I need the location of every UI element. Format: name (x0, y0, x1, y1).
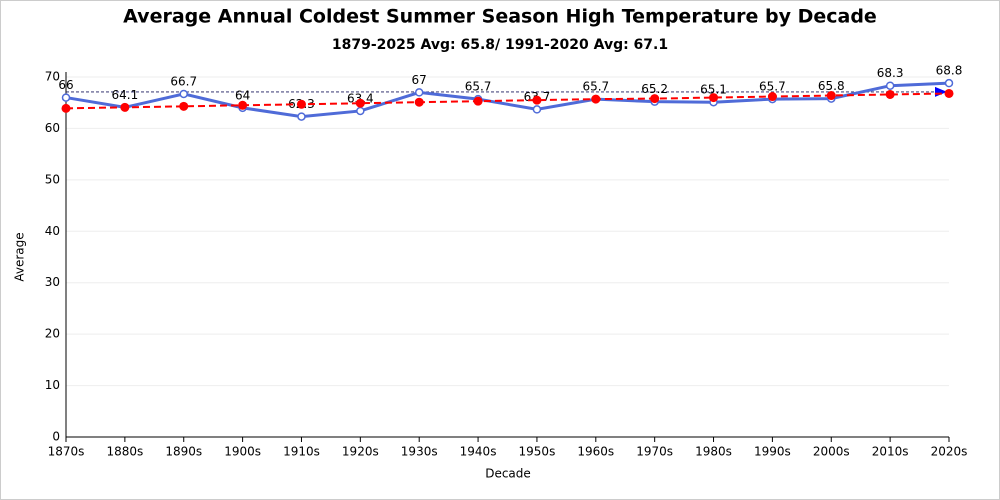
y-tick-label: 20 (45, 327, 60, 341)
marker (120, 102, 130, 112)
data-label: 65.7 (759, 80, 786, 94)
x-tick-label: 1960s (577, 445, 614, 459)
x-axis-label: Decade (485, 467, 531, 481)
x-tick-label: 1870s (48, 445, 85, 459)
marker (297, 112, 306, 121)
x-tick-label: 1910s (283, 445, 320, 459)
marker (944, 78, 954, 88)
x-tick-label: 1950s (519, 445, 556, 459)
marker (414, 97, 424, 107)
marker (885, 89, 895, 99)
data-label: 64 (235, 88, 250, 102)
x-tick-label: 1900s (224, 445, 261, 459)
marker (61, 93, 71, 102)
marker (532, 105, 542, 114)
x-tick-label: 1880s (106, 445, 143, 459)
marker (826, 91, 836, 101)
x-tick-label: 1990s (754, 445, 791, 459)
x-tick-label: 1920s (342, 445, 379, 459)
y-tick-label: 10 (45, 378, 60, 392)
data-label: 66.7 (170, 74, 197, 88)
x-tick-label: 2010s (872, 445, 909, 459)
data-line (65, 81, 950, 119)
y-tick-label: 50 (45, 172, 60, 186)
y-axis-label: Average (13, 232, 27, 281)
x-tick-label: 2000s (813, 445, 850, 459)
data-label: 66 (58, 78, 73, 92)
data-label: 65.8 (818, 79, 845, 93)
data-label: 68.3 (877, 66, 904, 80)
marker (532, 95, 542, 105)
marker (767, 92, 777, 102)
x-tick-label: 1980s (695, 445, 732, 459)
y-tick-label: 40 (45, 224, 60, 238)
data-label: 65.1 (700, 83, 727, 97)
data-label: 68.8 (936, 64, 963, 78)
data-line (65, 92, 950, 110)
x-tick-label: 1940s (460, 445, 497, 459)
chart-title: Average Annual Coldest Summer Season Hig… (123, 6, 877, 28)
data-label: 63.4 (347, 91, 374, 105)
x-tick-label: 1970s (636, 445, 673, 459)
x-tick-label: 1890s (165, 445, 202, 459)
y-tick-label: 70 (45, 70, 60, 84)
marker (296, 99, 306, 109)
marker (650, 94, 660, 104)
marker (885, 81, 895, 90)
data-label: 65.7 (582, 80, 609, 94)
marker (355, 98, 365, 108)
y-tick-label: 0 (52, 430, 60, 444)
marker (473, 96, 483, 106)
marker (944, 88, 954, 98)
x-tick-label: 1930s (401, 445, 438, 459)
data-label: 64.1 (112, 88, 139, 102)
marker (179, 89, 188, 99)
data-label: 65.7 (465, 80, 492, 94)
x-tick-label: 2020s (931, 445, 968, 459)
marker (591, 94, 601, 104)
y-tick-label: 30 (45, 275, 60, 289)
marker (238, 100, 248, 110)
data-label: 65.2 (641, 82, 668, 96)
marker (61, 103, 71, 113)
marker (709, 93, 719, 103)
marker (179, 101, 189, 111)
data-label: 67 (412, 73, 427, 87)
chart-subtitle: 1879-2025 Avg: 65.8/ 1991-2020 Avg: 67.1 (332, 37, 668, 53)
marker (356, 106, 365, 116)
marker (414, 88, 424, 97)
y-tick-label: 60 (45, 121, 60, 135)
